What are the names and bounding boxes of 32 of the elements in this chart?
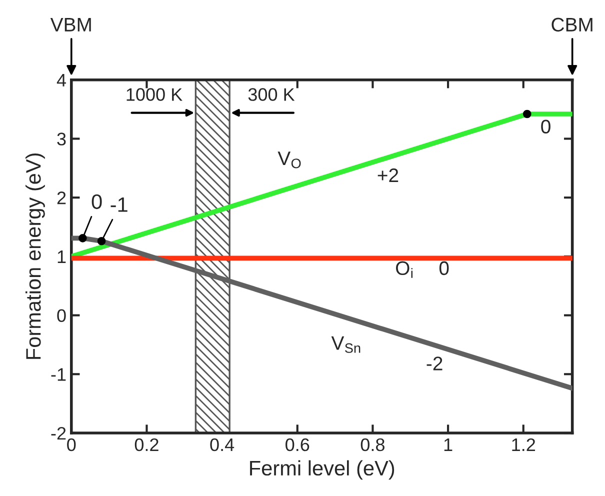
annotation: 300 K (248, 88, 295, 101)
y-tick-label: 1 (58, 250, 66, 263)
annotation: V$_{O}$ (278, 152, 301, 168)
annotation: -1 (110, 197, 128, 212)
x-tick-label: 0.6 (286, 438, 310, 452)
y-tick-label: -2 (51, 426, 66, 440)
y-tick-label: 0 (57, 309, 66, 322)
point (97, 236, 106, 246)
annotation: 0 (92, 194, 102, 210)
x-tick-label: 0.4 (210, 438, 234, 452)
annotation: 0 (439, 261, 449, 276)
y-axis-title: Formation energy (eV) (26, 154, 45, 359)
annotation: 0 (541, 120, 550, 134)
point (78, 234, 87, 242)
y-tick-label: 2 (57, 192, 66, 204)
x-tick-label: 0 (67, 438, 76, 452)
y-tick-label: 3 (57, 132, 66, 146)
x-tick-label: 1.2 (512, 438, 536, 451)
text: CBM (552, 18, 592, 32)
annotation: V$_{Sn}$ (331, 336, 360, 353)
y-tick-label: 4 (56, 74, 66, 86)
y-tick-label: -1 (51, 368, 66, 381)
point (522, 110, 532, 118)
x-axis-title: Fermi level (eV) (250, 460, 394, 480)
annotation: +2 (378, 168, 398, 182)
text: VBM (50, 18, 91, 32)
x-tick-label: 0.8 (360, 438, 384, 452)
annotation: -2 (426, 356, 442, 370)
x-tick-label: 1 (444, 438, 452, 451)
annotation: 1000 K (126, 88, 182, 101)
x-tick-label: 0.2 (134, 438, 158, 452)
annotation: O$_{i}$ (396, 261, 412, 278)
